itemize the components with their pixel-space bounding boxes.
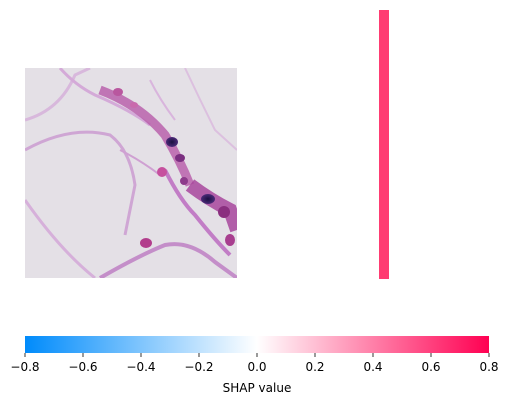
colorbar-tick-label: −0.2 [184, 360, 213, 374]
colorbar-tick-label: 0.8 [479, 360, 498, 374]
shap-stripe [379, 10, 389, 279]
colorbar-xlabel: SHAP value [223, 381, 292, 395]
colorbar-tick-label: 0.2 [305, 360, 324, 374]
colorbar-tick-label: 0.4 [363, 360, 382, 374]
colorbar: −0.8 −0.6 −0.4 −0.2 0.0 0.2 0.4 0.6 0.8 SHAP val… [10, 336, 499, 395]
colorbar-tick-label: −0.8 [10, 360, 39, 374]
colorbar-tick-label: −0.4 [126, 360, 155, 374]
colorbar-tick-label: 0.0 [247, 360, 266, 374]
colorbar-tick-label: −0.6 [68, 360, 97, 374]
colorbar-tick-label: 0.6 [421, 360, 440, 374]
colorbar-ticks: −0.8 −0.6 −0.4 −0.2 0.0 0.2 0.4 0.6 0.8 [10, 353, 499, 374]
colorbar-gradient [25, 336, 489, 353]
input-image [25, 68, 237, 278]
shap-map [379, 10, 389, 279]
